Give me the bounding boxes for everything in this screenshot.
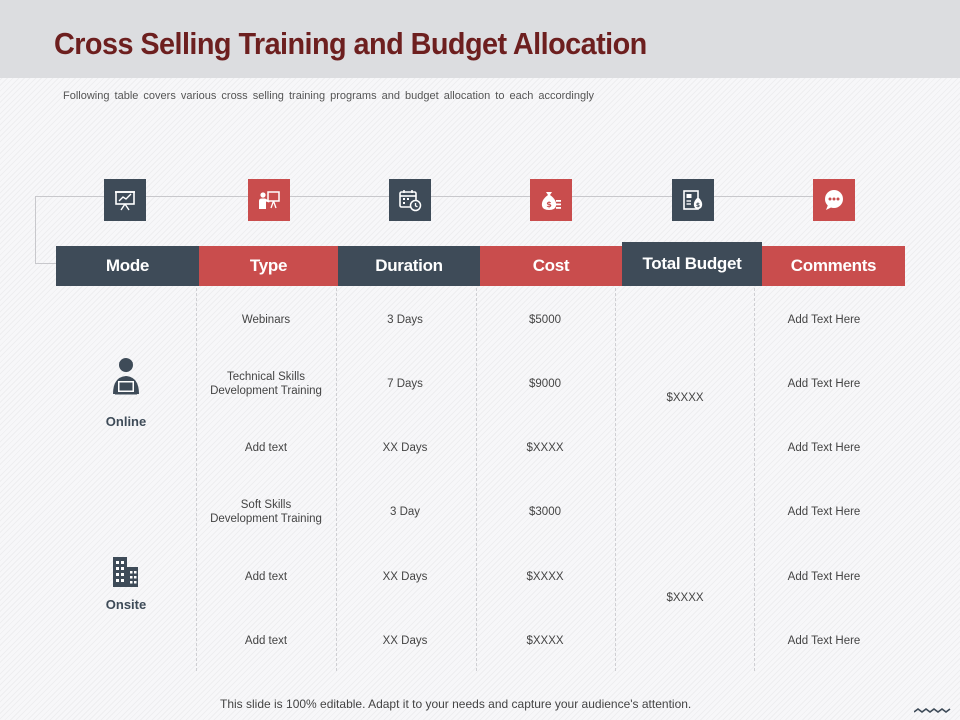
title-bar: Cross Selling Training and Budget Alloca…: [0, 0, 960, 78]
mode-online-label: Online: [105, 414, 147, 429]
cell-total-budget-online: $XXXX: [666, 392, 704, 404]
cell-comments: Add Text Here: [787, 314, 861, 326]
cell-cost: $5000: [529, 314, 561, 326]
subtitle: Following table covers various cross sel…: [63, 90, 595, 102]
header-total-budget: Total Budget: [622, 242, 762, 286]
presentation-chart-icon: [104, 179, 146, 221]
page-title: Cross Selling Training and Budget Alloca…: [54, 26, 647, 61]
cell-duration: XX Days: [382, 635, 428, 647]
cell-cost: $3000: [529, 506, 561, 518]
chat-bubble-icon: [813, 179, 855, 221]
wave-decoration: [914, 708, 951, 713]
budget-document-icon: $: [672, 179, 714, 221]
header-mode: Mode: [56, 246, 199, 286]
cell-comments: Add Text Here: [787, 635, 861, 647]
cell-cost: $XXXX: [526, 571, 564, 583]
cell-type: Add text: [244, 442, 288, 454]
cell-cost: $9000: [529, 378, 561, 390]
cell-cost: $XXXX: [526, 442, 564, 454]
svg-text:$: $: [696, 202, 700, 209]
trainer-board-icon: [248, 179, 290, 221]
cell-comments: Add Text Here: [787, 571, 861, 583]
cell-duration: XX Days: [382, 442, 428, 454]
table-header-row: Mode Type Duration Cost Total Budget Com…: [56, 242, 905, 286]
money-bag-icon: $: [530, 179, 572, 221]
cell-cost: $XXXX: [526, 635, 564, 647]
cell-comments: Add Text Here: [787, 506, 861, 518]
column-divider: [336, 288, 337, 671]
header-cost: Cost: [480, 246, 622, 286]
cell-type: Webinars: [241, 314, 291, 326]
office-building-icon: [111, 555, 141, 594]
header-duration: Duration: [338, 246, 480, 286]
header-type: Type: [199, 246, 338, 286]
cell-type: Technical Skills Development Training: [210, 371, 322, 397]
cell-duration: XX Days: [382, 571, 428, 583]
header-comments: Comments: [762, 246, 905, 286]
column-divider: [196, 288, 197, 671]
person-laptop-icon: [109, 356, 143, 401]
cell-duration: 3 Day: [389, 506, 421, 518]
mode-onsite-label: Onsite: [105, 597, 147, 612]
column-divider: [754, 288, 755, 671]
column-divider: [615, 288, 616, 671]
cell-duration: 3 Days: [387, 314, 423, 326]
footer-note: This slide is 100% editable. Adapt it to…: [220, 697, 692, 711]
cell-comments: Add Text Here: [787, 378, 861, 390]
cell-comments: Add Text Here: [787, 442, 861, 454]
cell-total-budget-onsite: $XXXX: [666, 592, 704, 604]
column-divider: [476, 288, 477, 671]
cell-type: Add text: [244, 571, 288, 583]
cell-type: Add text: [244, 635, 288, 647]
cell-type: Soft Skills Development Training: [210, 499, 322, 525]
calendar-clock-icon: [389, 179, 431, 221]
cell-duration: 7 Days: [387, 378, 423, 390]
svg-text:$: $: [546, 200, 552, 209]
